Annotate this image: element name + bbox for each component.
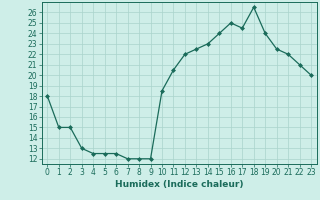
X-axis label: Humidex (Indice chaleur): Humidex (Indice chaleur) [115, 180, 244, 189]
